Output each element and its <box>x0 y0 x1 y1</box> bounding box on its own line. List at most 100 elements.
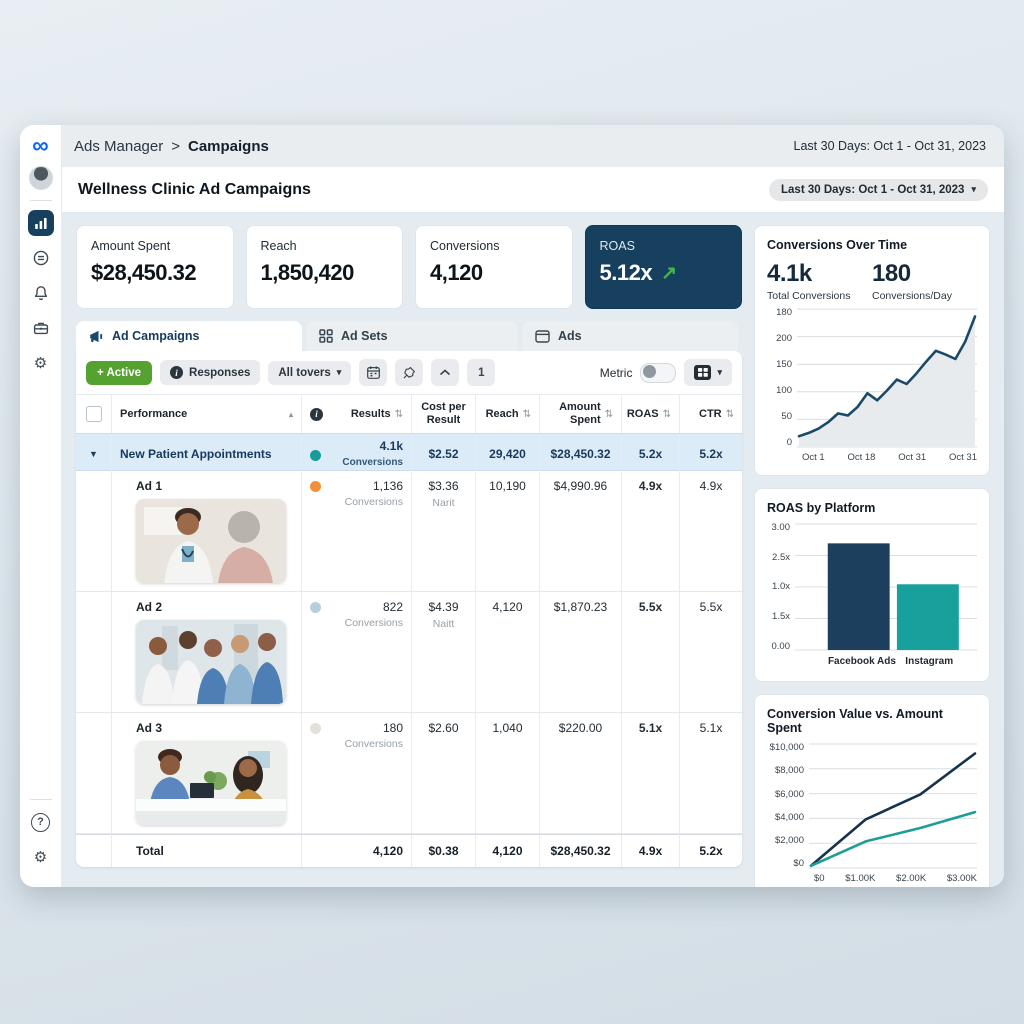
table-row-ad1[interactable]: Ad 1 <box>76 471 742 592</box>
axis-tick: 150 <box>776 359 792 371</box>
tab-label: Ad Sets <box>341 329 388 343</box>
ad-thumbnail[interactable] <box>136 741 286 825</box>
stat-label: Conversions/Day <box>872 290 952 302</box>
sidebar-item-analytics[interactable] <box>27 210 54 236</box>
tab-label: Ads <box>558 329 582 343</box>
table-row-ad2[interactable]: Ad 2 <box>76 592 742 713</box>
responses-button[interactable]: i Responses <box>160 360 261 385</box>
gutter-cell <box>76 471 112 591</box>
sidebar-item-notifications[interactable] <box>28 280 54 306</box>
select-all-checkbox[interactable] <box>85 406 102 422</box>
status-dot <box>310 481 321 492</box>
columns-button[interactable]: ▾ <box>684 359 732 386</box>
ad-thumbnail[interactable] <box>136 499 286 583</box>
header-cost-per-result[interactable]: Cost per Result <box>412 395 476 433</box>
results-cell: 822 Conversions <box>302 592 412 712</box>
sidebar-item-preferences[interactable]: ⚙ <box>28 844 54 870</box>
pin-icon <box>403 366 416 378</box>
sort-icon: ⇅ <box>522 408 531 420</box>
calendar-button[interactable] <box>359 359 388 386</box>
calendar-icon <box>366 366 380 379</box>
active-filter-button[interactable]: + Active <box>86 360 153 385</box>
spent-cell: $4,990.96 <box>540 471 622 591</box>
header-amount-spent[interactable]: Amount Spent ⇅ <box>540 395 622 433</box>
chart-canvas <box>809 743 977 869</box>
kpi-value: $28,450.32 <box>91 260 197 285</box>
results-value: 1,136 <box>372 479 403 493</box>
grid-icon <box>319 329 333 343</box>
axis-tick: 0.00 <box>771 640 791 652</box>
columns-grid-icon <box>694 365 712 380</box>
sidebar-item-business-tools[interactable] <box>28 315 54 341</box>
sidebar-item-campaigns[interactable] <box>28 245 54 271</box>
kpi-reach: Reach 1,850,420 <box>245 225 403 309</box>
pin-button[interactable] <box>395 359 424 386</box>
axis-tick: 1.5x <box>772 610 790 622</box>
metric-toggle[interactable] <box>640 362 677 383</box>
expander-cell[interactable]: ▼ <box>76 434 112 475</box>
header-performance[interactable]: Performance ▴ <box>112 395 302 433</box>
metric-label: Metric <box>599 365 633 380</box>
level-tabs: Ad Campaigns Ad Sets Ads <box>76 321 742 351</box>
header-ctr[interactable]: CTR ⇅ <box>680 395 742 433</box>
line-chart: $10,000 $8,000 $6,000 $4,000 $2,000 $0 <box>767 743 977 869</box>
ad3-image <box>136 741 286 825</box>
status-dot <box>310 602 321 613</box>
ad-cell: Ad 1 <box>112 471 302 591</box>
bell-icon <box>34 286 47 301</box>
axis-tick: Oct 31 <box>898 452 927 463</box>
cost-cell: $2.60 <box>412 713 476 833</box>
kpi-label: Conversions <box>430 239 500 253</box>
total-conversions-stat: 4.1k Total Conversions <box>767 260 872 302</box>
kpi-roas: ROAS 5.12x ↗ <box>584 225 742 309</box>
tab-ad-campaigns[interactable]: Ad Campaigns <box>76 321 302 351</box>
header-reach[interactable]: Reach ⇅ <box>476 395 540 433</box>
gutter-cell <box>76 835 112 867</box>
gear-icon: ⚙ <box>33 354 48 372</box>
conversions-over-time-card: Conversions Over Time 4.1k Total Convers… <box>754 225 990 476</box>
date-range-button[interactable]: Last 30 Days: Oct 1 - Oct 31, 2023 ▾ <box>769 178 988 201</box>
ctr-cell: 5.5x <box>699 600 723 614</box>
axis-tick: 1.0x <box>772 581 790 593</box>
sort-icon: ⇅ <box>604 408 613 420</box>
category-label: Instagram <box>905 656 954 667</box>
axis-tick: $8,000 <box>774 765 804 777</box>
campaigns-panel: + Active i Responses All tovers ▾ <box>76 351 742 867</box>
collapse-button[interactable] <box>431 359 460 386</box>
sort-icon: ⇅ <box>394 408 403 420</box>
cost-cell: $4.39 Naitt <box>412 592 476 712</box>
filters-dropdown[interactable]: All tovers ▾ <box>268 360 352 385</box>
content-area: Amount Spent $28,450.32 Reach 1,850,420 … <box>62 213 1004 887</box>
header-results[interactable]: i Results ⇅ <box>302 395 412 433</box>
gutter-cell <box>76 713 112 833</box>
sidebar-divider-bottom <box>29 799 52 800</box>
total-cost-cell: $0.38 <box>412 835 476 867</box>
tab-ad-sets[interactable]: Ad Sets <box>306 321 518 351</box>
status-dot <box>310 449 321 461</box>
sidebar-item-help[interactable]: ? <box>28 809 54 835</box>
sort-order-button[interactable]: 1 <box>467 359 496 386</box>
breadcrumb-current: Campaigns <box>187 137 269 155</box>
campaign-row[interactable]: ▼ New Patient Appointments 4.1k Conversi… <box>76 434 742 475</box>
tab-ads[interactable]: Ads <box>522 321 738 351</box>
table-row-ad3[interactable]: Ad 3 <box>76 713 742 834</box>
breadcrumb-root[interactable]: Ads Manager <box>74 137 164 155</box>
ad-name: Ad 3 <box>136 721 163 735</box>
header-roas[interactable]: ROAS ⇅ <box>622 395 680 433</box>
date-range-label: Last 30 Days: Oct 1 - Oct 31, 2023 <box>781 183 965 196</box>
header-label: CTR <box>699 408 722 420</box>
cost-value: $3.36 <box>428 479 459 493</box>
browser-window-icon <box>535 329 550 343</box>
ad-thumbnail[interactable] <box>136 620 286 704</box>
ad2-image <box>136 620 286 704</box>
meta-logo-icon[interactable]: ∞ <box>32 132 49 158</box>
header-label: ROAS <box>626 408 659 420</box>
campaign-spent-cell: $28,450.32 <box>540 434 622 475</box>
total-label: Total <box>136 844 164 858</box>
table-header-row: Performance ▴ i Results ⇅ Cost per Resul… <box>76 395 742 434</box>
header-label: Amount Spent <box>559 401 601 426</box>
kpi-label: Amount Spent <box>91 239 171 253</box>
axis-tick: $2,000 <box>774 835 804 847</box>
avatar[interactable] <box>28 166 53 190</box>
sidebar-item-settings[interactable]: ⚙ <box>28 350 54 376</box>
